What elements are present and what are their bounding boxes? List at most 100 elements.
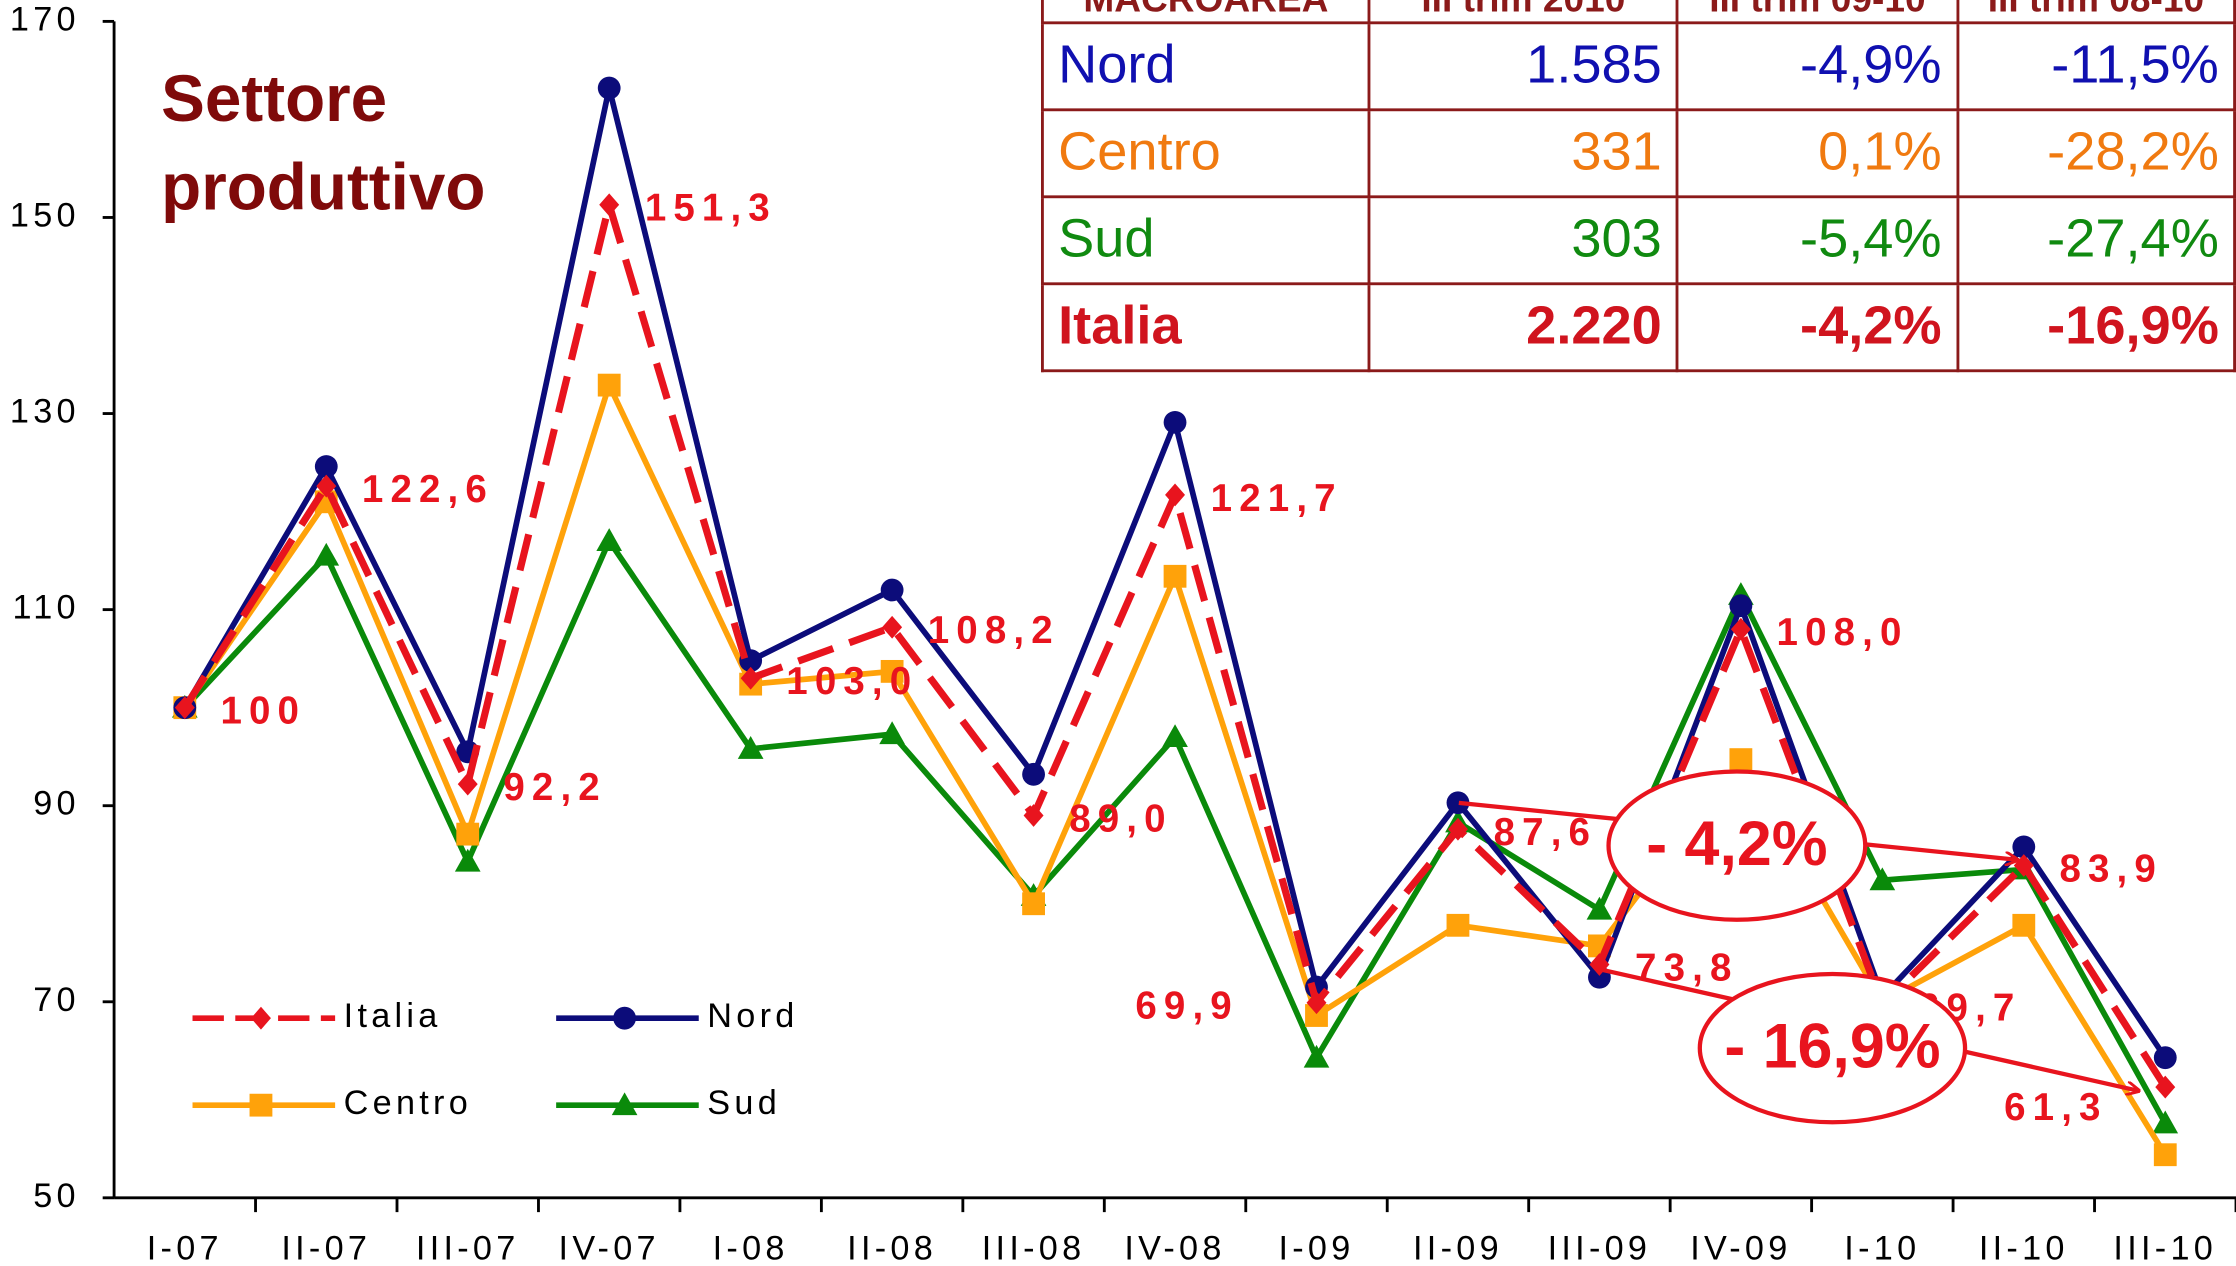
x-tick-label: IV-08: [1124, 1230, 1225, 1266]
x-tick-label: II-08: [847, 1230, 937, 1266]
x-tick-label: IV-09: [1690, 1230, 1791, 1266]
marker: [880, 659, 904, 683]
marker: [313, 542, 340, 566]
data-label: 83,9: [2059, 847, 2162, 890]
data-label: 122,6: [362, 468, 494, 511]
data-label: 108,2: [928, 609, 1060, 652]
marker: [2152, 1110, 2179, 1134]
x-tick-label: II-07: [281, 1230, 371, 1266]
marker: [174, 696, 195, 720]
data-label: 61,3: [2004, 1086, 2107, 1129]
marker: [1446, 791, 1470, 815]
table-cell: -5,4%: [1676, 195, 1959, 286]
y-tick-label: 70: [33, 981, 80, 1019]
table-header-cell: III trim 08-10: [1955, 0, 2236, 25]
chart-title: Settore produttivo: [161, 61, 486, 224]
marker: [457, 772, 478, 796]
marker: [314, 455, 338, 478]
data-label: 69,9: [1135, 985, 1238, 1028]
marker: [880, 578, 904, 602]
marker: [1022, 892, 1045, 916]
marker: [1163, 410, 1187, 434]
table-header-row: MACROAREAIII trim 2010III trim 09-10III …: [1040, 0, 2236, 25]
marker: [596, 528, 623, 551]
table-header-cell: MACROAREA: [1040, 0, 1371, 25]
marker: [316, 474, 337, 498]
x-tick-label: I-08: [713, 1230, 789, 1266]
x-tick-label: I-09: [1278, 1230, 1354, 1266]
table-cell: Sud: [1040, 195, 1371, 286]
legend-label: Nord: [707, 997, 798, 1035]
legend-label: Centro: [344, 1084, 472, 1122]
data-label: 108,0: [1777, 611, 1909, 654]
table-cell: 2.220: [1367, 282, 1679, 373]
y-tick-label: 110: [12, 589, 79, 627]
marker: [882, 615, 903, 639]
x-tick-label: III-10: [2113, 1230, 2217, 1266]
y-tick-label: 130: [10, 393, 80, 431]
annotation-bubble: [1606, 769, 1868, 922]
marker: [1729, 748, 1753, 772]
marker: [597, 76, 621, 100]
table-cell: -4,2%: [1676, 282, 1959, 373]
marker: [249, 1093, 273, 1117]
marker: [1303, 1044, 1330, 1068]
summary-table: MACROAREAIII trim 2010III trim 09-10III …: [1040, 0, 2236, 373]
annotation: - 16,9%: [1724, 1012, 1940, 1082]
marker: [2153, 1143, 2177, 1167]
annotation: - 4,2%: [1646, 809, 1827, 879]
table-cell: -28,2%: [1955, 108, 2236, 199]
marker: [1729, 594, 1753, 618]
marker: [613, 1006, 637, 1030]
y-tick-label: 170: [10, 0, 80, 38]
x-tick-label: I-07: [147, 1230, 223, 1266]
marker: [1023, 804, 1044, 827]
marker: [1163, 564, 1187, 588]
table-cell: -11,5%: [1955, 21, 2236, 112]
x-tick-label: III-07: [416, 1230, 520, 1266]
table-cell: -4,9%: [1676, 21, 1959, 112]
y-tick-label: 150: [10, 197, 80, 235]
table-cell: -16,9%: [1955, 282, 2236, 373]
marker: [2153, 1046, 2177, 1070]
data-label: 121,7: [1211, 477, 1343, 520]
legend-label: Sud: [707, 1084, 781, 1122]
marker: [456, 822, 480, 846]
table-cell: -27,4%: [1955, 195, 2236, 286]
marker: [250, 1006, 271, 1030]
x-tick-label: I-10: [1844, 1230, 1920, 1266]
y-tick-label: 90: [33, 785, 80, 823]
marker: [737, 736, 764, 759]
data-label: 151,3: [645, 187, 777, 230]
table-cell: Nord: [1040, 21, 1371, 112]
x-tick-label: III-08: [982, 1230, 1086, 1266]
data-label: 103,0: [786, 660, 918, 703]
table-cell: 331: [1367, 108, 1679, 199]
legend-label: Italia: [344, 997, 442, 1035]
marker: [879, 721, 905, 745]
table-cell: Centro: [1040, 108, 1371, 199]
table-header-cell: III trim 2010: [1367, 0, 1679, 25]
table-cell: 1.585: [1367, 21, 1679, 112]
table-row: Centro 331 0,1% -28,2%: [1040, 108, 2236, 199]
x-tick-label: II-09: [1413, 1230, 1503, 1266]
table-row: Nord 1.585 -4,9% -11,5%: [1040, 21, 2236, 112]
marker: [2012, 913, 2036, 937]
table-header-cell: III trim 09-10: [1676, 0, 1959, 25]
marker: [599, 193, 620, 217]
x-tick-label: II-10: [1979, 1230, 2069, 1266]
marker: [1869, 867, 1896, 891]
marker: [454, 848, 481, 872]
data-label: 92,2: [503, 766, 606, 809]
marker: [1022, 762, 1045, 786]
table-cell: Italia: [1040, 282, 1371, 373]
table-row: Sud 303 -5,4% -27,4%: [1040, 195, 2236, 286]
x-tick-label: IV-07: [559, 1230, 660, 1266]
marker: [1162, 724, 1188, 748]
x-tick-label: III-09: [1548, 1230, 1652, 1266]
annotation-bubble: [1697, 971, 1968, 1125]
marker: [1730, 617, 1751, 641]
marker: [597, 373, 621, 397]
